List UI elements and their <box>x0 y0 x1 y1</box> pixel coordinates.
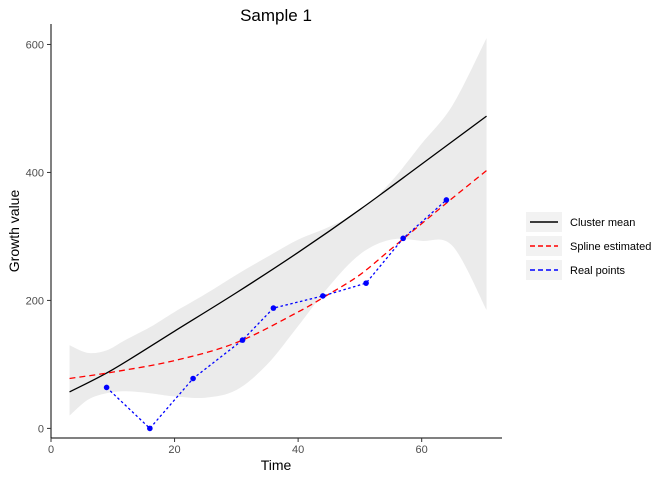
y-tick-label: 0 <box>38 423 44 435</box>
legend: Cluster mean Spline estimated Real points <box>526 212 651 280</box>
confidence-band <box>69 38 487 416</box>
data-point <box>363 280 369 286</box>
series-line-cluster-mean <box>69 115 487 393</box>
y-tick-label: 400 <box>26 167 44 179</box>
legend-key-bg <box>526 236 562 256</box>
y-tick-label: 600 <box>26 39 44 51</box>
data-point <box>443 197 450 203</box>
data-point <box>320 293 326 299</box>
series-line-real-points <box>106 199 447 430</box>
x-tick-label: 40 <box>292 444 304 456</box>
legend-key-bg <box>526 260 562 280</box>
chart-title: Sample 1 <box>240 6 312 25</box>
data-point <box>190 375 196 382</box>
legend-label: Real points <box>570 265 626 277</box>
y-ticks: 0 200 400 600 <box>26 39 51 435</box>
legend-label: Cluster mean <box>570 217 635 229</box>
x-ticks: 0 20 40 60 <box>48 438 428 456</box>
x-tick-label: 0 <box>48 444 54 456</box>
x-tick-label: 60 <box>416 444 428 456</box>
x-tick-label: 20 <box>168 444 180 456</box>
y-tick-label: 200 <box>26 295 44 307</box>
data-point <box>103 384 110 391</box>
data-point <box>400 235 406 242</box>
legend-label: Spline estimated <box>570 241 651 253</box>
data-point <box>147 425 153 432</box>
x-axis-title: Time <box>261 457 292 473</box>
plot-area <box>69 38 487 432</box>
series-line-spline-estimated <box>69 170 487 380</box>
data-point <box>239 337 246 343</box>
data-point <box>270 305 277 311</box>
y-axis-title: Growth value <box>6 190 22 273</box>
